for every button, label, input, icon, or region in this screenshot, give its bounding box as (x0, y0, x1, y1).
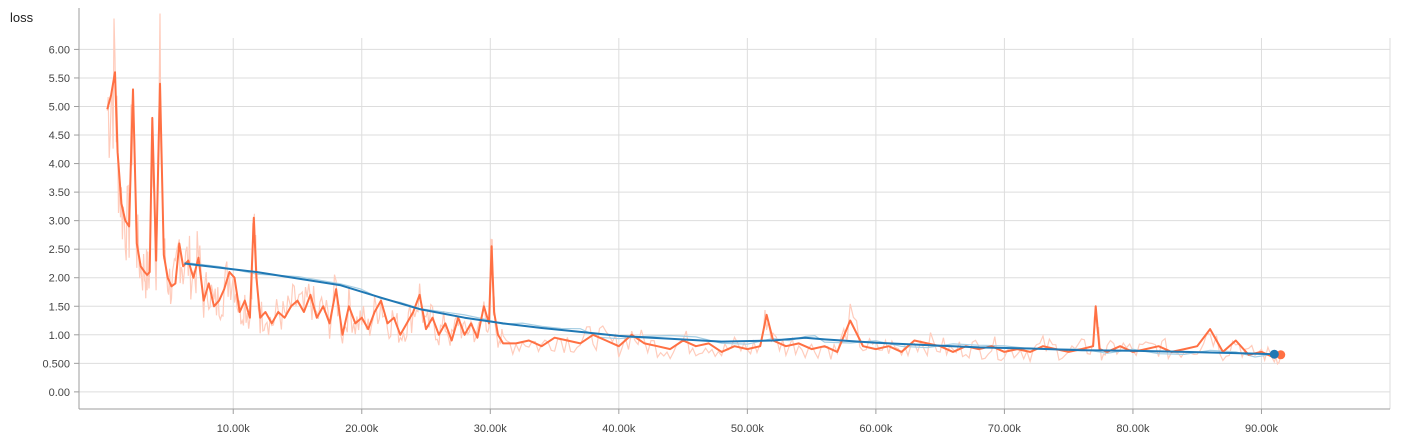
x-tick-label: 80.00k (1116, 423, 1150, 435)
x-tick-label: 60.00k (859, 423, 893, 435)
y-tick-label: 4.00 (49, 159, 70, 171)
y-tick-label: 2.00 (49, 273, 70, 285)
y-tick-label: 4.50 (49, 130, 70, 142)
axes (74, 8, 1390, 414)
y-tick-label: 5.50 (49, 73, 70, 85)
y-tick-label: 1.00 (49, 330, 70, 342)
x-tick-label: 20.00k (345, 423, 379, 435)
x-tick-label: 90.00k (1245, 423, 1279, 435)
series-end-point-1 (1269, 349, 1279, 359)
tick-labels: 0.00 0.500 1.00 1.50 2.00 2.50 3.00 3.50 4.00 4.5… (42, 44, 1278, 435)
x-tick-label: 30.00k (474, 423, 508, 435)
y-tick-label: 1.50 (49, 301, 70, 313)
y-tick-label: 6.00 (49, 44, 70, 56)
raw-series-line-0 (106, 13, 1282, 366)
chart-title: loss (10, 10, 34, 25)
y-tick-label: 3.50 (49, 187, 70, 199)
raw-series-layer (106, 13, 1282, 366)
series-line-0 (106, 71, 1282, 359)
series-line-1 (184, 262, 1275, 356)
y-tick-label: 0.500 (42, 358, 70, 370)
y-tick-label: 0.00 (49, 387, 70, 399)
grid (79, 38, 1391, 409)
y-tick-label: 2.50 (49, 244, 70, 256)
x-tick-label: 50.00k (731, 423, 765, 435)
y-tick-label: 5.00 (49, 101, 70, 113)
series-layer (106, 71, 1286, 360)
x-tick-label: 10.00k (217, 423, 251, 435)
x-tick-label: 40.00k (602, 423, 636, 435)
series-end-point-0 (1276, 350, 1286, 360)
x-tick-label: 70.00k (988, 423, 1022, 435)
y-tick-label: 3.00 (49, 216, 70, 228)
